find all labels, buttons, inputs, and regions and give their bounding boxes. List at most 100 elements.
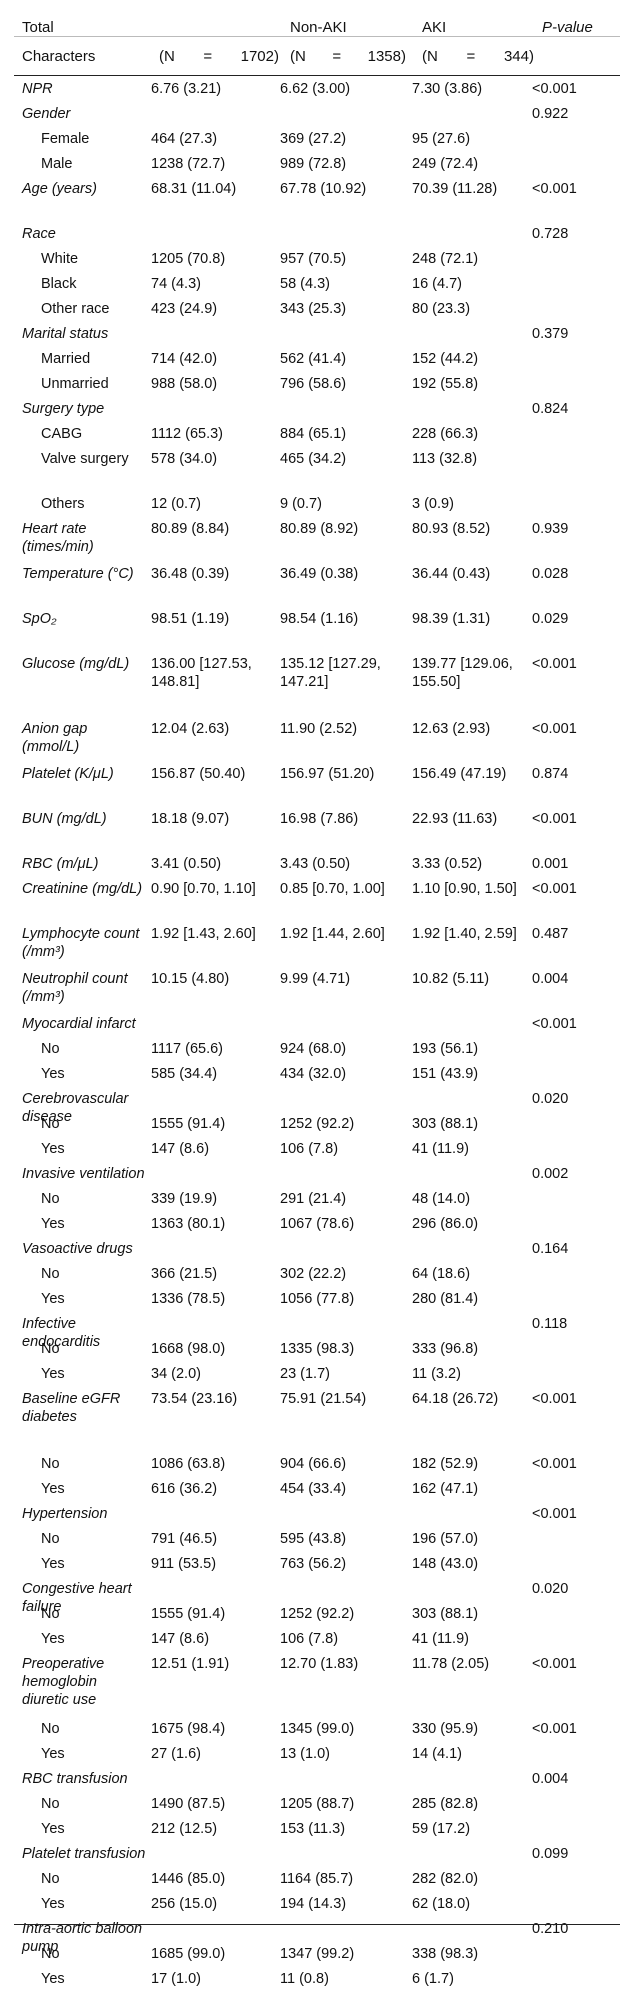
table-row: Vasoactive drugs 0.164 — [14, 1236, 620, 1261]
cell-p-value: 0.020 — [532, 1091, 569, 1107]
table-row: Surgery type 0.824 — [14, 396, 620, 421]
cell-non-aki: 11.90 (2.52) — [280, 721, 358, 737]
table-row: Baseline eGFR diabetes 73.54 (23.16) 75.91… — [14, 1386, 620, 1451]
table-row: BUN (mg/dL) 18.18 (9.07) 16.98 (7.86) 22.93… — [14, 806, 620, 851]
table-row: White 1205 (70.8) 957 (70.5) 248 (72.1) — [14, 246, 620, 271]
row-label: Yes — [41, 1556, 65, 1572]
cell-aki: 285 (82.8) — [412, 1796, 479, 1812]
cell-p-value: 0.210 — [532, 1921, 569, 1937]
cell-total: 1668 (98.0) — [151, 1341, 226, 1357]
cell-non-aki: 106 (7.8) — [280, 1631, 339, 1647]
cell-total: 147 (8.6) — [151, 1631, 210, 1647]
row-label: No — [41, 1456, 60, 1472]
cell-total: 1336 (78.5) — [151, 1291, 226, 1307]
cell-p-value: 0.922 — [532, 106, 569, 122]
row-label: Yes — [41, 1066, 65, 1082]
cell-non-aki: 3.43 (0.50) — [280, 856, 351, 872]
row-label: Glucose (mg/dL) — [22, 656, 130, 672]
cell-total: 366 (21.5) — [151, 1266, 218, 1282]
table-row: Other race 423 (24.9) 343 (25.3) 80 (23.3) — [14, 296, 620, 321]
cell-aki: 113 (32.8) — [412, 451, 478, 467]
cell-non-aki: 291 (21.4) — [280, 1191, 347, 1207]
cell-aki: 7.30 (3.86) — [412, 81, 483, 97]
cell-aki: 41 (11.9) — [412, 1631, 469, 1647]
cell-p-value: <0.001 — [532, 1391, 577, 1407]
table-row: Myocardial infarct <0.001 — [14, 1011, 620, 1036]
cell-non-aki: 80.89 (8.92) — [280, 521, 359, 537]
cell-aki: 14 (4.1) — [412, 1746, 462, 1762]
cell-non-aki: 1056 (77.8) — [280, 1291, 355, 1307]
cell-total: 911 (53.5) — [151, 1556, 217, 1572]
cell-non-aki: 1205 (88.7) — [280, 1796, 355, 1812]
cell-total: 423 (24.9) — [151, 301, 218, 317]
cell-p-value: 0.001 — [532, 856, 569, 872]
cell-aki: 193 (56.1) — [412, 1041, 479, 1057]
table-row: Platelet transfusion 0.099 — [14, 1841, 620, 1866]
row-label: Other race — [41, 301, 110, 317]
table-row: CABG 1112 (65.3) 884 (65.1) 228 (66.3) — [14, 421, 620, 446]
cell-total: 147 (8.6) — [151, 1141, 210, 1157]
cell-non-aki: 6.62 (3.00) — [280, 81, 351, 97]
table-row: Heart rate (times/min) 80.89 (8.84) 80.89 … — [14, 516, 620, 561]
cell-non-aki: 1252 (92.2) — [280, 1116, 355, 1132]
table-row: Black 74 (4.3) 58 (4.3) 16 (4.7) — [14, 271, 620, 296]
cell-non-aki: 369 (27.2) — [280, 131, 347, 147]
header-characters: Characters — [22, 48, 96, 65]
header-non-aki: Non-AKI — [290, 19, 347, 36]
row-label: RBC (m/μL) — [22, 856, 99, 872]
row-label: Race — [22, 226, 56, 242]
row-label: Yes — [41, 1896, 65, 1912]
row-label: Platelet (K/μL) — [22, 766, 114, 782]
table-row: Intra-aortic balloon pump 0.210 — [14, 1916, 620, 1955]
table-row: No 366 (21.5) 302 (22.2) 64 (18.6) — [14, 1261, 620, 1286]
cell-non-aki: 16.98 (7.86) — [280, 811, 359, 827]
cell-total: 80.89 (8.84) — [151, 521, 230, 537]
cell-total: 6.76 (3.21) — [151, 81, 222, 97]
table-row: No 1086 (63.8) 904 (66.6) 182 (52.9) <0.001 — [14, 1451, 620, 1476]
cell-p-value: 0.004 — [532, 971, 569, 987]
cell-non-aki: 9 (0.7) — [280, 496, 322, 512]
cell-aki: 59 (17.2) — [412, 1821, 471, 1837]
table-row: RBC (m/μL) 3.41 (0.50) 3.43 (0.50) 3.33 (0.… — [14, 851, 620, 876]
table-row: Anion gap (mmol/L) 12.04 (2.63) 11.90 (2.5… — [14, 716, 620, 761]
row-label: Lymphocyte count (/mm³) — [22, 926, 140, 960]
row-label: Yes — [41, 1141, 65, 1157]
row-label: Yes — [41, 1291, 65, 1307]
row-label: Hypertension — [22, 1506, 108, 1522]
table-row: Yes 147 (8.6) 106 (7.8) 41 (11.9) — [14, 1626, 620, 1651]
cell-aki: 16 (4.7) — [412, 276, 462, 292]
cell-p-value: 0.874 — [532, 766, 569, 782]
table-row: Yes 256 (15.0) 194 (14.3) 62 (18.0) — [14, 1891, 620, 1916]
cell-total: 1238 (72.7) — [151, 156, 226, 172]
cell-p-value: 0.020 — [532, 1581, 569, 1597]
header-aki: AKI — [422, 19, 447, 36]
cell-non-aki: 957 (70.5) — [280, 251, 347, 267]
row-label: Age (years) — [22, 181, 97, 197]
table-row: Temperature (°C) 36.48 (0.39) 36.49 (0.38)… — [14, 561, 620, 606]
n-label: (N — [290, 48, 306, 65]
cell-non-aki: 36.49 (0.38) — [280, 566, 359, 582]
cell-p-value: 0.029 — [532, 611, 569, 627]
cell-total: 136.00 [127.53, 148.81] — [151, 656, 252, 690]
cell-total: 73.54 (23.16) — [151, 1391, 238, 1407]
cell-non-aki: 194 (14.3) — [280, 1896, 347, 1912]
cell-aki: 80 (23.3) — [412, 301, 471, 317]
table-body: NPR 6.76 (3.21) 6.62 (3.00) 7.30 (3.86) <0.0… — [14, 76, 620, 1991]
cell-aki: 3 (0.9) — [412, 496, 454, 512]
header-total: Total — [22, 19, 54, 36]
cell-total: 3.41 (0.50) — [151, 856, 222, 872]
table-row: Female 464 (27.3) 369 (27.2) 95 (27.6) — [14, 126, 620, 151]
cell-total: 17 (1.0) — [151, 1971, 201, 1987]
cell-non-aki: 884 (65.1) — [280, 426, 347, 442]
cell-aki: 98.39 (1.31) — [412, 611, 491, 627]
cell-non-aki: 796 (58.6) — [280, 376, 347, 392]
cell-non-aki: 302 (22.2) — [280, 1266, 347, 1282]
table-row: No 1555 (91.4) 1252 (92.2) 303 (88.1) — [14, 1601, 620, 1626]
row-label: No — [41, 1116, 60, 1132]
table-row: Preoperative hemoglobin diuretic use 12.5… — [14, 1651, 620, 1716]
row-label: No — [41, 1606, 60, 1622]
cell-p-value: 0.939 — [532, 521, 569, 537]
cell-non-aki: 9.99 (4.71) — [280, 971, 351, 987]
cell-p-value: 0.487 — [532, 926, 569, 942]
cell-non-aki: 434 (32.0) — [280, 1066, 347, 1082]
